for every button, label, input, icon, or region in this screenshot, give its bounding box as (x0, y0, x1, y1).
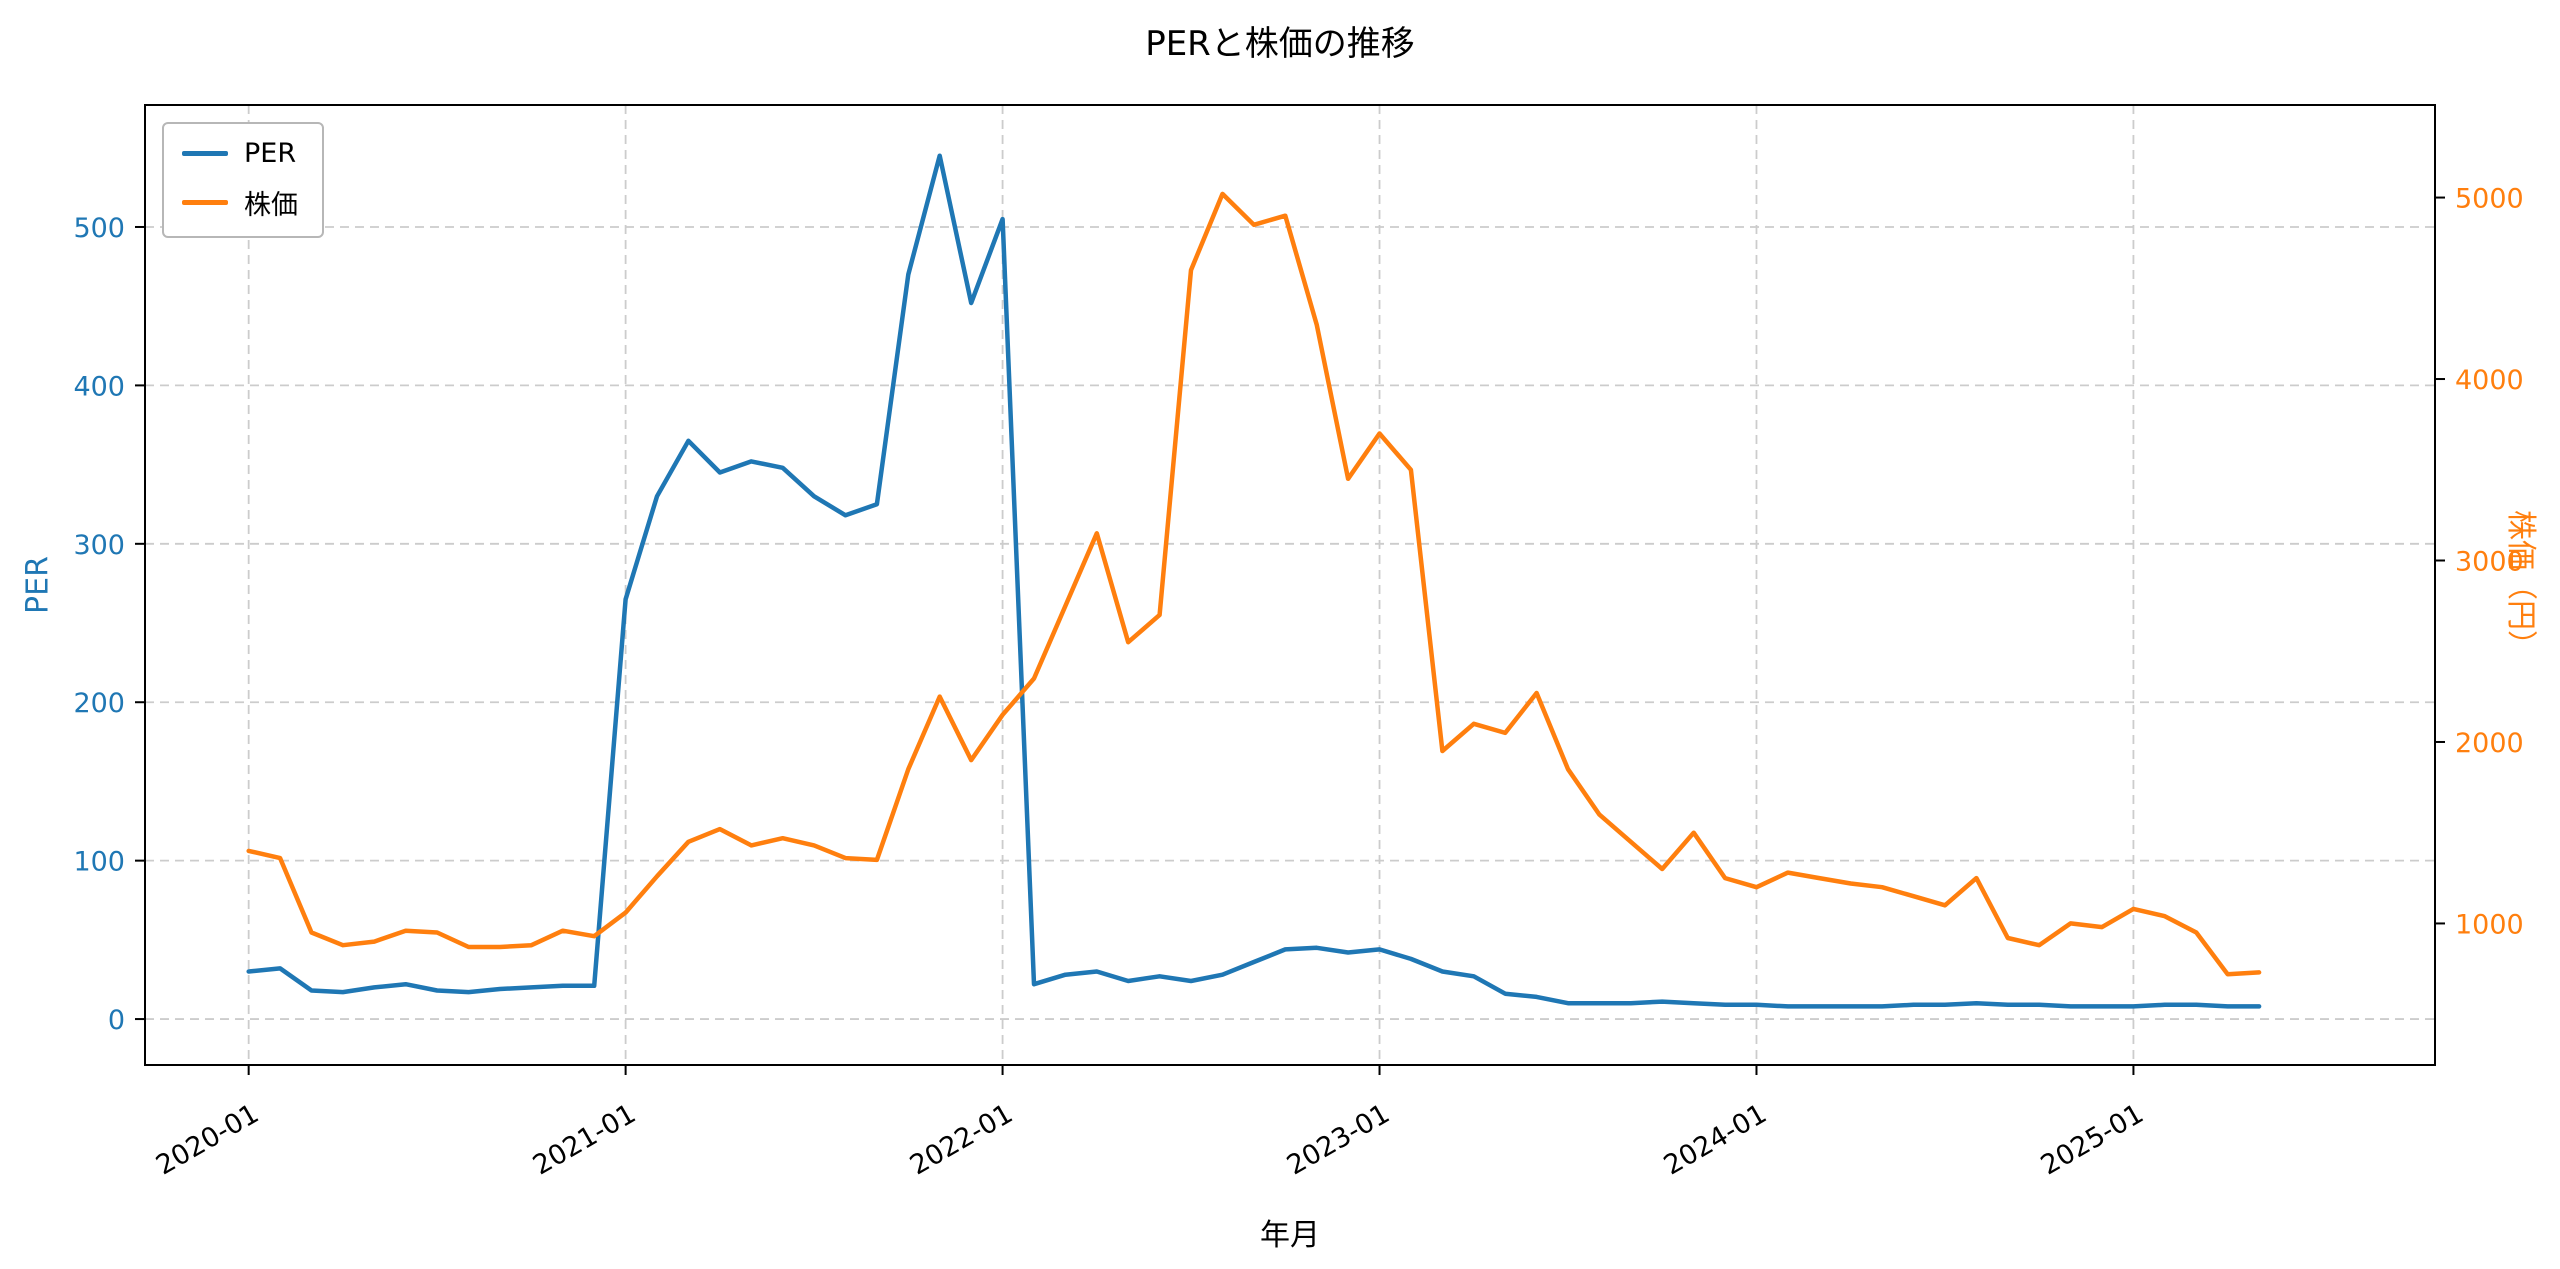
legend-item-kabuka: 株価 (182, 183, 298, 222)
svg-text:2021-01: 2021-01 (528, 1098, 641, 1181)
svg-text:400: 400 (73, 371, 125, 402)
svg-text:1000: 1000 (2455, 909, 2524, 940)
left-axis-title: PER (20, 556, 56, 614)
legend-label-per: PER (244, 138, 297, 169)
svg-text:100: 100 (73, 847, 125, 878)
legend: PER 株価 (162, 122, 324, 238)
kabuka-line-swatch (182, 200, 228, 205)
legend-label-kabuka: 株価 (244, 190, 298, 221)
svg-text:2022-01: 2022-01 (905, 1098, 1018, 1181)
svg-text:300: 300 (73, 530, 125, 561)
svg-text:2024-01: 2024-01 (1659, 1098, 1772, 1181)
right-axis-title: 株価（円） (2503, 510, 2538, 660)
svg-text:0: 0 (108, 1005, 125, 1036)
legend-item-per: PER (182, 138, 298, 169)
svg-text:2025-01: 2025-01 (2036, 1098, 2149, 1181)
chart-title: PERと株価の推移 (1145, 24, 1415, 64)
svg-text:2000: 2000 (2455, 728, 2524, 759)
svg-text:200: 200 (73, 688, 125, 719)
per-line-swatch (182, 151, 228, 156)
svg-text:2020-01: 2020-01 (151, 1098, 264, 1181)
svg-text:2023-01: 2023-01 (1282, 1098, 1395, 1181)
svg-text:5000: 5000 (2455, 184, 2524, 215)
x-axis-title: 年月 (1260, 1218, 1320, 1253)
svg-text:4000: 4000 (2455, 365, 2524, 396)
svg-text:500: 500 (73, 213, 125, 244)
svg-text:3000: 3000 (2455, 547, 2524, 578)
